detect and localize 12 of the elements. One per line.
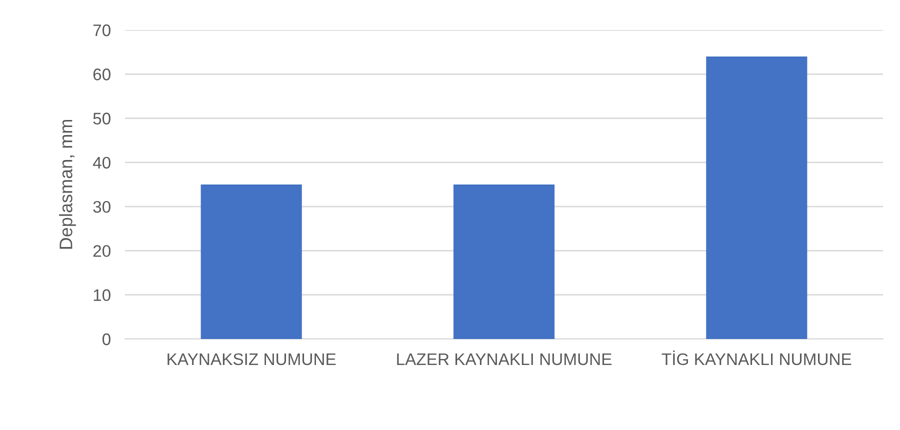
y-tick-label: 30 <box>93 200 110 213</box>
x-tick-label: TİG KAYNAKLI NUMUNE <box>662 350 852 366</box>
y-tick-label: 40 <box>92 156 110 169</box>
y-tick-label: 10 <box>94 289 110 302</box>
y-tick-label: 20 <box>93 245 110 257</box>
x-tick-label: KAYNAKSIZ NUMUNE <box>168 353 336 366</box>
y-tick-label: 50 <box>93 112 110 124</box>
y-tick-label: 60 <box>93 68 110 80</box>
y-tick-label: 0 <box>102 333 110 346</box>
y-axis-title: Deplasman, mm <box>59 120 76 249</box>
x-tick-label: LAZER KAYNAKLI NUMUNE <box>397 354 612 366</box>
y-tick-label: 70 <box>93 24 110 36</box>
